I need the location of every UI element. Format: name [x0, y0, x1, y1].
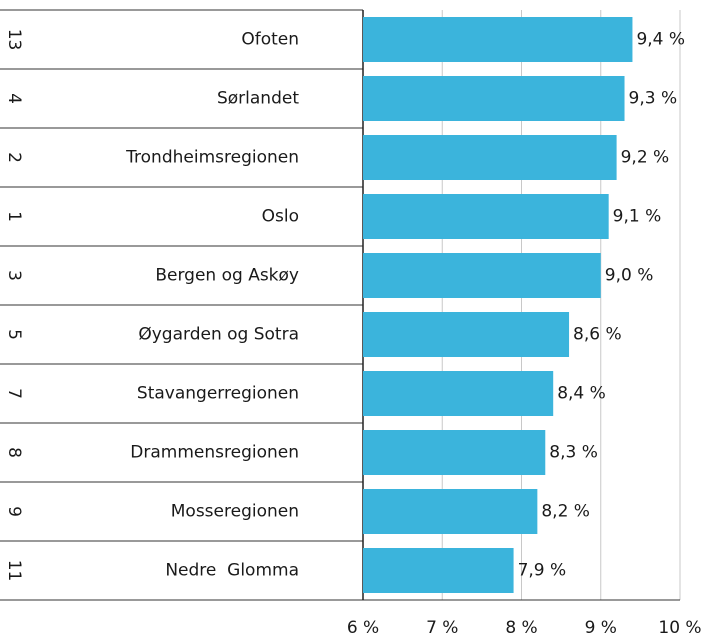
category-label: Drammensregionen — [130, 443, 299, 463]
bar — [363, 17, 633, 62]
value-label: 9,1 % — [613, 207, 662, 227]
bar — [363, 194, 609, 239]
x-tick-label: 8 % — [505, 618, 537, 637]
category-label: Mosseregionen — [171, 502, 299, 522]
value-label: 9,2 % — [621, 148, 670, 168]
value-label: 8,6 % — [573, 325, 622, 345]
value-label: 8,4 % — [557, 384, 606, 404]
rank-label: 1 — [4, 211, 24, 222]
x-tick-label: 7 % — [426, 618, 458, 637]
rank-label: 3 — [4, 270, 24, 281]
rank-label: 4 — [4, 93, 24, 104]
value-label: 9,0 % — [605, 266, 654, 286]
category-label: Stavangerregionen — [137, 384, 299, 404]
rank-label: 2 — [4, 152, 24, 163]
rank-label: 13 — [4, 29, 24, 51]
rank-label: 9 — [4, 506, 24, 517]
value-label: 8,2 % — [541, 502, 590, 522]
x-tick-label: 9 % — [585, 618, 617, 637]
bar — [363, 548, 514, 593]
bar — [363, 312, 570, 357]
rank-label: 8 — [4, 447, 24, 458]
category-label: Oslo — [262, 207, 299, 227]
category-label: Øygarden og Sotra — [138, 325, 299, 345]
value-label: 9,4 % — [636, 30, 685, 50]
category-label: Sørlandet — [217, 89, 299, 109]
x-tick-label: 10 % — [658, 618, 701, 637]
category-label: Ofoten — [241, 30, 299, 50]
bar — [363, 489, 538, 534]
category-label: Nedre Glomma — [165, 561, 299, 581]
bar — [363, 135, 617, 180]
rank-label: 5 — [4, 329, 24, 340]
value-label: 7,9 % — [518, 561, 567, 581]
rank-label: 11 — [4, 560, 24, 582]
bar — [363, 430, 546, 475]
bar — [363, 371, 554, 416]
x-tick-label: 6 % — [347, 618, 379, 637]
rank-label: 7 — [4, 388, 24, 399]
value-label: 8,3 % — [549, 443, 598, 463]
bar — [363, 253, 601, 298]
bar — [363, 76, 625, 121]
value-label: 9,3 % — [629, 89, 678, 109]
category-label: Bergen og Askøy — [155, 266, 299, 286]
category-label: Trondheimsregionen — [125, 148, 299, 168]
